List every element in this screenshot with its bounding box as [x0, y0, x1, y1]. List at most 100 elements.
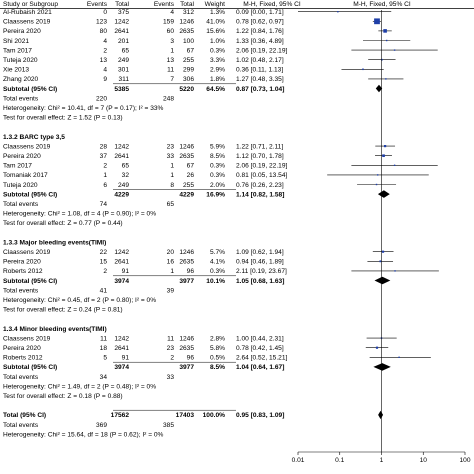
- table-header: Study or Subgroup Events Total Events To…: [0, 1, 474, 9]
- study-label: Pereira 2020: [3, 259, 41, 266]
- cell-total-2: 1246: [179, 335, 194, 342]
- cell-or-ci: 1.00 [0.44, 2.31]: [236, 335, 284, 342]
- cell-total-2: 3977: [179, 278, 194, 285]
- cell-or-ci: 1.12 [0.70, 1.78]: [236, 153, 284, 160]
- cell-or-ci: 0.95 [0.83, 1.09]: [236, 412, 284, 419]
- cell-or-ci: 0.76 [0.26, 2.23]: [236, 182, 284, 189]
- cell-total-2: 255: [183, 57, 194, 64]
- cell-total-1: 2641: [114, 153, 129, 160]
- cell-total-2: 2635: [179, 153, 194, 160]
- x-tick-label: 0.01: [292, 457, 305, 464]
- x-axis: 0.01 0.1 1 10 100: [292, 10, 471, 464]
- cell-weight: 1.3%: [210, 9, 225, 16]
- cell-weight: 2.8%: [210, 335, 225, 342]
- cell-or-ci: 2.64 [0.52, 15.21]: [236, 355, 287, 362]
- cell-total-2: 96: [187, 355, 195, 362]
- study-label: Xie 2013: [3, 67, 29, 74]
- cell-weight: 10.1%: [206, 278, 225, 285]
- cell-weight: 5.7%: [210, 249, 225, 256]
- cell-total-2: 2635: [179, 28, 194, 35]
- study-label: Total (95% CI): [3, 412, 46, 419]
- cell-total-1: 301: [118, 67, 129, 74]
- cell-total-1: 1242: [114, 19, 129, 26]
- point-estimate: [394, 270, 396, 272]
- cell-or-ci: 1.02 [0.48, 2.17]: [236, 57, 284, 64]
- study-label: Shi 2021: [3, 38, 29, 45]
- point-estimate: [362, 68, 364, 71]
- cell-total-2: 255: [183, 182, 194, 189]
- header-events-1: Events: [87, 1, 108, 8]
- study-label: Tam 2017: [3, 47, 32, 54]
- subgroup-heading: 1.3.2 BARC type 3,5: [3, 134, 65, 141]
- x-tick-label: 0.1: [335, 457, 344, 464]
- header-total-2: Total: [180, 1, 194, 8]
- study-label: Roberts 2012: [3, 355, 43, 362]
- point-estimate: [385, 78, 387, 80]
- cell-weight: 5.9%: [210, 143, 225, 150]
- note-text: Heterogeneity: Chi² = 1.08, df = 4 (P = …: [3, 211, 156, 218]
- cell-or-ci: 1.33 [0.36, 4.89]: [236, 38, 284, 45]
- cell-total-1: 1242: [114, 335, 129, 342]
- cell-weight: 16.9%: [206, 191, 225, 198]
- cell-events-2: 60: [167, 28, 175, 35]
- cell-total-1: 2641: [114, 345, 129, 352]
- cell-events-2: 23: [167, 345, 175, 352]
- cell-events-1: 2: [103, 268, 107, 275]
- cell-weight: 3.3%: [210, 57, 225, 64]
- point-estimate: [385, 39, 388, 42]
- cell-total-2: 1246: [179, 19, 194, 26]
- cell-or-ci: 1.22 [0.84, 1.76]: [236, 28, 284, 35]
- cell-events-2: 11: [167, 335, 174, 342]
- cell-or-ci: 1.05 [0.68, 1.63]: [236, 278, 284, 285]
- subgroup-heading: 1.3.4 Minor bleeding events(TIMI): [3, 326, 107, 333]
- cell-or-ci: 0.81 [0.05, 13.54]: [236, 172, 287, 179]
- cell-weight: 4.1%: [210, 259, 225, 266]
- cell-events-1: 18: [100, 345, 108, 352]
- cell-weight: 41.0%: [206, 19, 225, 26]
- cell-total-1: 65: [122, 163, 130, 170]
- cell-events-1: 4: [103, 38, 107, 45]
- study-label: Subtotal (95% CI): [3, 364, 57, 371]
- cell-total-2: 4229: [179, 191, 194, 198]
- cell-events-2: 23: [167, 143, 175, 150]
- cell-total-2: 100: [183, 38, 194, 45]
- cell-or-ci: 0.78 [0.62, 0.97]: [236, 19, 284, 26]
- study-label: Tam 2017: [3, 163, 32, 170]
- cell-events-1: 13: [100, 57, 108, 64]
- cell-events-2: 248: [163, 95, 174, 102]
- study-label: Subtotal (95% CI): [3, 278, 57, 285]
- cell-total-2: 67: [187, 163, 195, 170]
- cell-total-1: 1242: [114, 249, 129, 256]
- cell-total-2: 3977: [179, 364, 194, 371]
- pooled-diamond: [378, 410, 384, 420]
- cell-events-2: 1: [170, 172, 174, 179]
- study-label: Tuteja 2020: [3, 182, 38, 189]
- cell-events-2: 20: [167, 249, 175, 256]
- study-label: Tuteja 2020: [3, 57, 38, 64]
- cell-weight: 0.3%: [210, 47, 225, 54]
- header-total-1: Total: [115, 1, 129, 8]
- header-study: Study or Subgroup: [3, 1, 58, 8]
- cell-total-2: 96: [187, 268, 195, 275]
- study-label: Total events: [3, 201, 39, 208]
- point-estimate: [381, 250, 385, 253]
- cell-total-1: 311: [118, 76, 129, 83]
- cell-total-1: 3974: [114, 278, 129, 285]
- study-label: Total events: [3, 95, 39, 102]
- cell-total-1: 5385: [114, 86, 129, 93]
- cell-total-1: 3974: [114, 364, 129, 371]
- cell-weight: 0.3%: [210, 172, 225, 179]
- plot-marks: [298, 11, 439, 420]
- cell-events-1: 34: [100, 374, 108, 381]
- cell-or-ci: 2.11 [0.19, 23.67]: [236, 268, 287, 275]
- study-label: Pereira 2020: [3, 345, 41, 352]
- header-plot: M-H, Fixed, 95% CI: [353, 1, 411, 8]
- cell-total-2: 306: [183, 76, 194, 83]
- cell-events-2: 16: [167, 259, 175, 266]
- note-text: Heterogeneity: Chi² = 1.49, df = 2 (P = …: [3, 383, 156, 390]
- header-events-2: Events: [154, 1, 175, 8]
- point-estimate: [379, 260, 382, 263]
- cell-events-1: 11: [100, 335, 107, 342]
- pooled-diamond: [373, 363, 391, 371]
